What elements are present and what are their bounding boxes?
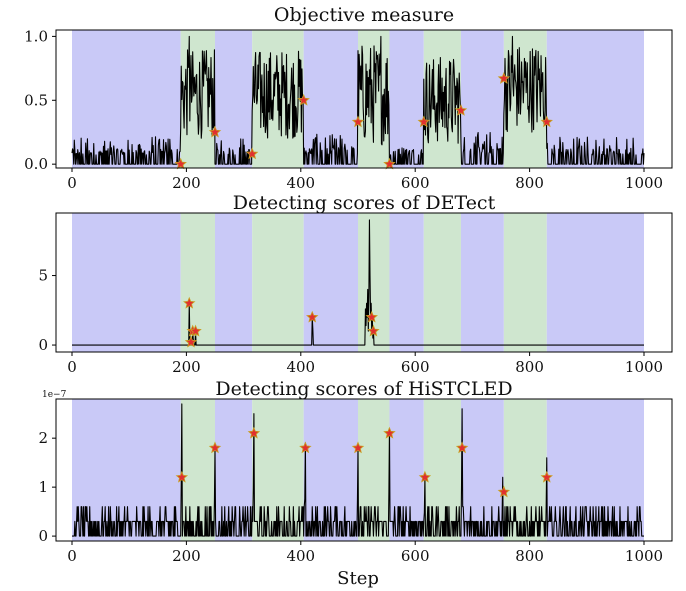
star-marker-3 (247, 426, 261, 439)
chart-panel-3: 0 200 400 600 800 1000 0 1 2 Detecting scores of … (38, 378, 673, 565)
chart-title: Detecting scores of DETect (233, 192, 496, 214)
star-marker-4 (189, 324, 202, 337)
chart-title: Detecting scores of HiSTCLED (215, 378, 512, 400)
x-tick-label: 200 (172, 174, 201, 192)
x-tick-label: 0 (67, 358, 77, 376)
star-marker-4 (299, 441, 312, 454)
series-line (71, 35, 645, 165)
x-tick-label: 1000 (625, 174, 663, 192)
region-green-4 (252, 213, 304, 352)
star-marker-5 (351, 441, 365, 454)
x-tick-label: 600 (401, 358, 430, 376)
y-tick-label: 1.0 (24, 27, 48, 45)
x-tick-label: 200 (172, 547, 201, 565)
x-tick-label: 0 (67, 547, 77, 565)
x-tick-label: 600 (401, 174, 430, 192)
star-marker-7 (417, 115, 431, 128)
chart-title: Objective measure (274, 4, 454, 26)
y-tick-label: 2 (38, 429, 48, 447)
region-blue-9 (460, 399, 504, 541)
axes-frame (55, 398, 673, 542)
star-marker-1 (174, 157, 187, 170)
region-green-8 (423, 399, 461, 541)
x-tick-label: 200 (172, 358, 201, 376)
region-blue-3 (215, 213, 253, 352)
x-tick-label: 600 (401, 547, 430, 565)
y-tick-label: 0 (38, 527, 48, 545)
x-tick-label: 400 (286, 174, 315, 192)
x-tick-label: 0 (67, 174, 77, 192)
y-tick-label: 0 (38, 336, 48, 354)
star-marker-6 (383, 426, 396, 439)
star-marker-5 (306, 310, 319, 323)
region-blue-1 (72, 30, 181, 168)
star-marker-6 (383, 157, 396, 170)
region-green-8 (423, 213, 461, 352)
y-tick-label: 0.0 (24, 155, 48, 173)
axes-frame (55, 212, 673, 353)
x-tick-label: 800 (515, 358, 544, 376)
x-tick-label: 1000 (625, 547, 663, 565)
star-marker-4 (297, 93, 310, 106)
star-marker-2 (208, 441, 222, 454)
x-tick-label: 400 (286, 547, 315, 565)
star-marker-10 (540, 470, 553, 483)
x-tick-label: 1000 (625, 358, 663, 376)
x-tick-label: 800 (515, 174, 544, 192)
star-marker-3 (245, 147, 259, 160)
region-blue-7 (389, 213, 424, 352)
x-tick-label: 400 (286, 358, 315, 376)
y-offset-label: 1e−7 (42, 390, 67, 400)
star-marker-5 (351, 115, 365, 128)
star-marker-1 (183, 296, 196, 309)
y-tick-label: 5 (38, 267, 48, 285)
region-blue-11 (546, 213, 644, 352)
chart-panel-2: 0 200 400 600 800 1000 0 5 Detecting scores of D… (38, 192, 673, 376)
chart-panel-1: 0 200 400 600 800 1000 0.0 0.5 1.0 Objective meas… (24, 4, 673, 192)
star-marker-9 (497, 72, 511, 84)
star-marker-9 (497, 485, 511, 498)
star-marker-8 (455, 441, 469, 454)
x-axis-label: Step (337, 568, 379, 589)
star-marker-6 (365, 310, 378, 323)
star-marker-2 (184, 335, 198, 348)
star-marker-10 (540, 115, 553, 128)
y-tick-label: 1 (38, 478, 48, 496)
region-blue-9 (460, 213, 504, 352)
star-marker-2 (208, 125, 222, 138)
region-blue-7 (389, 30, 424, 168)
star-marker-8 (454, 103, 468, 116)
x-tick-label: 800 (515, 547, 544, 565)
y-tick-label: 0.5 (24, 91, 48, 109)
region-green-10 (503, 213, 547, 352)
star-marker-7 (418, 470, 432, 483)
star-marker-1 (175, 470, 189, 483)
region-blue-1 (72, 213, 181, 352)
star-marker-7 (367, 324, 380, 337)
axes-frame (55, 29, 673, 169)
